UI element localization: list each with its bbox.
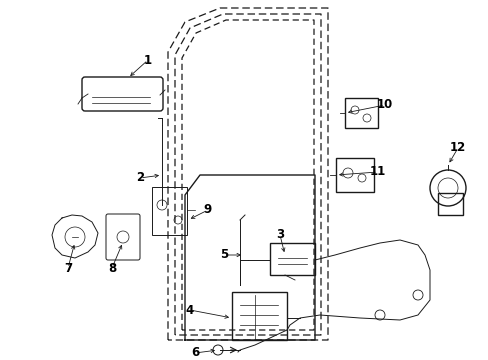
- Text: 10: 10: [376, 99, 392, 112]
- Bar: [231, 292, 286, 340]
- Text: 11: 11: [369, 166, 386, 179]
- Bar: [345, 98, 377, 128]
- Bar: [437, 193, 462, 215]
- Text: 5: 5: [220, 248, 228, 261]
- Text: 8: 8: [108, 261, 116, 274]
- Text: 7: 7: [64, 261, 72, 274]
- Bar: [335, 158, 373, 192]
- Text: 2: 2: [136, 171, 144, 184]
- Text: 12: 12: [449, 141, 465, 154]
- Text: 9: 9: [203, 203, 212, 216]
- Text: 6: 6: [190, 346, 199, 360]
- Text: 4: 4: [185, 303, 194, 316]
- Bar: [269, 243, 314, 275]
- Bar: [152, 187, 186, 235]
- Text: 1: 1: [143, 54, 152, 67]
- Text: 3: 3: [275, 229, 284, 242]
